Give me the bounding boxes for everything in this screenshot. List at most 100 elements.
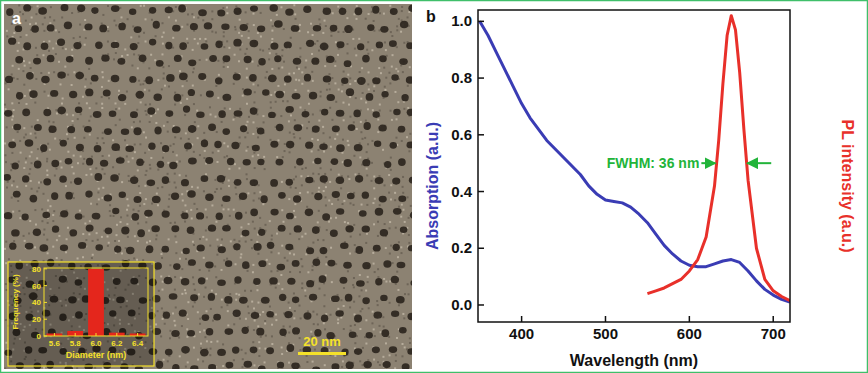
tem-speckle [352, 38, 354, 40]
tem-speckle [397, 256, 399, 258]
tem-speckle [299, 192, 301, 194]
tem-speckle [223, 259, 225, 261]
tem-speckle [92, 254, 94, 256]
tem-particle [57, 39, 65, 46]
tem-particle [22, 109, 30, 117]
tem-speckle [47, 209, 49, 211]
tem-speckle [246, 173, 248, 175]
tem-speckle [138, 36, 140, 38]
tem-speckle [28, 173, 30, 175]
tem-speckle [138, 210, 140, 212]
tem-speckle [161, 307, 163, 309]
tem-speckle [200, 94, 202, 96]
tem-speckle [246, 68, 248, 70]
tem-speckle [288, 332, 290, 334]
tem-speckle [247, 192, 249, 194]
tem-speckle [317, 40, 319, 42]
tem-speckle [157, 204, 159, 206]
tem-speckle [90, 173, 92, 175]
tem-speckle [308, 121, 310, 123]
tem-speckle [404, 221, 406, 223]
tem-speckle [79, 210, 81, 212]
tem-speckle [269, 306, 271, 308]
tem-speckle [233, 323, 235, 325]
tem-speckle [64, 66, 66, 68]
tem-speckle [28, 232, 30, 234]
tem-speckle [382, 316, 384, 318]
tem-speckle [316, 313, 318, 315]
tem-speckle [239, 48, 241, 50]
tem-speckle [131, 65, 133, 67]
tem-speckle [52, 47, 54, 49]
tem-speckle [50, 205, 52, 207]
tem-speckle [408, 217, 410, 219]
tem-speckle [150, 54, 152, 56]
tem-speckle [372, 311, 374, 313]
tem-speckle [185, 366, 187, 368]
tem-speckle [271, 30, 273, 32]
tem-speckle [257, 154, 259, 156]
tem-speckle [391, 35, 393, 37]
tem-speckle [311, 269, 313, 271]
tem-speckle [318, 210, 320, 212]
tem-speckle [162, 157, 164, 159]
tem-speckle [91, 156, 93, 158]
tem-particle [41, 76, 50, 84]
tem-speckle [371, 322, 373, 324]
tem-speckle [36, 190, 38, 192]
tem-speckle [43, 367, 45, 369]
tem-speckle [398, 206, 400, 208]
tem-speckle [262, 311, 264, 313]
tem-speckle [176, 154, 178, 156]
tem-speckle [29, 62, 31, 64]
tem-speckle [128, 259, 130, 261]
tem-speckle [67, 151, 69, 153]
tem-speckle [104, 173, 106, 175]
tem-speckle [368, 88, 370, 90]
tem-speckle [173, 143, 175, 145]
tem-speckle [398, 18, 400, 20]
tem-speckle [365, 120, 367, 122]
tem-speckle [322, 32, 324, 34]
tem-speckle [252, 221, 254, 223]
tem-speckle [324, 173, 326, 175]
tem-speckle [271, 335, 273, 337]
tem-speckle [343, 305, 345, 307]
tem-speckle [227, 324, 229, 326]
tem-speckle [290, 37, 292, 39]
tem-speckle [13, 180, 15, 182]
tem-speckle [187, 301, 189, 303]
tem-speckle [137, 222, 139, 224]
tem-speckle [89, 220, 91, 222]
tem-speckle [4, 104, 6, 106]
tem-speckle [164, 323, 166, 325]
tem-speckle [281, 209, 283, 211]
tem-speckle [290, 114, 292, 116]
tem-speckle [258, 184, 260, 186]
tem-speckle [282, 100, 284, 102]
tem-speckle [18, 210, 20, 212]
tem-speckle [48, 40, 50, 42]
tem-speckle [353, 155, 355, 157]
tem-speckle [47, 222, 49, 224]
tem-speckle [184, 204, 186, 206]
tem-speckle [127, 236, 129, 238]
tem-speckle [20, 36, 22, 38]
tem-speckle [247, 306, 249, 308]
tem-speckle [161, 253, 163, 255]
tem-speckle [400, 246, 402, 248]
tem-speckle [334, 60, 336, 62]
tem-speckle [223, 142, 225, 144]
tem-speckle [107, 245, 109, 247]
tem-speckle [121, 181, 123, 183]
tem-speckle [342, 360, 344, 362]
tem-speckle [205, 173, 207, 175]
tem-speckle [137, 240, 139, 242]
tem-speckle [126, 223, 128, 225]
tem-speckle [347, 175, 349, 177]
tem-particle [31, 25, 39, 33]
tem-speckle [379, 325, 381, 327]
tem-particle [23, 4, 31, 11]
tem-speckle [145, 198, 147, 200]
tem-speckle [270, 107, 272, 109]
